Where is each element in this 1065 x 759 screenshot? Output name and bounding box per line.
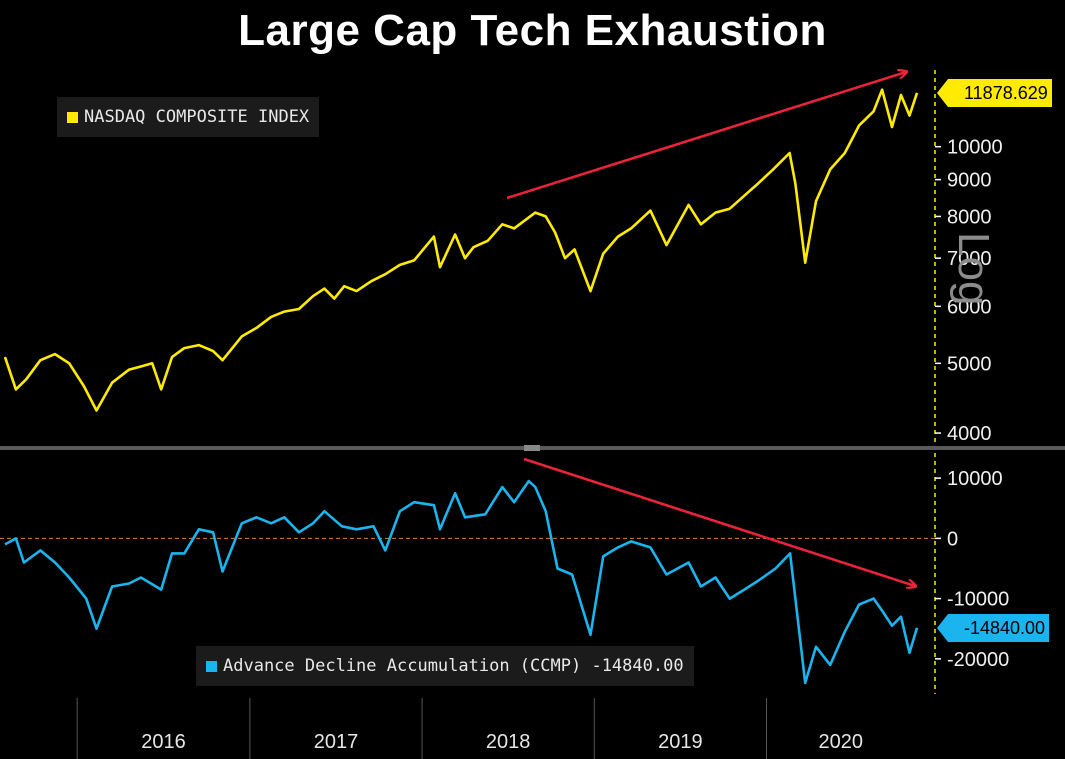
log-scale-label: Log: [949, 232, 998, 306]
x-tick-label: 2019: [658, 731, 703, 753]
trend-arrow-down: [523, 457, 915, 586]
y-tick-label: 6000: [947, 296, 992, 318]
y-tick-label: 0: [947, 528, 958, 550]
y-tick-label: 9000: [947, 170, 992, 192]
y-tick-label: -10000: [947, 589, 1009, 611]
y-tick-label: 10000: [947, 137, 1003, 159]
y-tick-label: 4000: [947, 423, 992, 445]
ad-line-series-line: [4, 479, 919, 685]
legend-swatch-ad-line: [206, 660, 217, 672]
legend-nasdaq: NASDAQ COMPOSITE INDEX: [57, 97, 320, 137]
y-tick-label: -20000: [947, 649, 1009, 671]
x-tick-label: 2017: [314, 731, 359, 753]
legend-label-nasdaq: NASDAQ COMPOSITE INDEX: [84, 107, 310, 127]
legend-swatch-nasdaq: [67, 111, 78, 123]
legend-ad-line: Advance Decline Accumulation (CCMP) -148…: [196, 646, 694, 686]
last-value-badge-ad-line: -14840.00: [936, 613, 1050, 642]
x-tick-label: 2020: [818, 731, 863, 753]
y-tick-label: 8000: [947, 206, 992, 228]
legend-label-ad-line: Advance Decline Accumulation (CCMP) -148…: [223, 656, 684, 676]
y-tick-label: 7000: [947, 248, 992, 270]
y-tick-label: 5000: [947, 353, 992, 375]
x-tick-label: 2018: [486, 731, 531, 753]
last-value-badge-nasdaq: 11878.629: [937, 78, 1052, 107]
panel-resize-handle-icon: [524, 445, 540, 451]
y-tick-label: 10000: [947, 468, 1003, 490]
x-tick-label: 2016: [141, 731, 186, 753]
nasdaq-series-line: [3, 88, 919, 412]
trend-arrow-up: [506, 72, 906, 200]
chart-title: Large Cap Tech Exhaustion: [238, 6, 827, 55]
